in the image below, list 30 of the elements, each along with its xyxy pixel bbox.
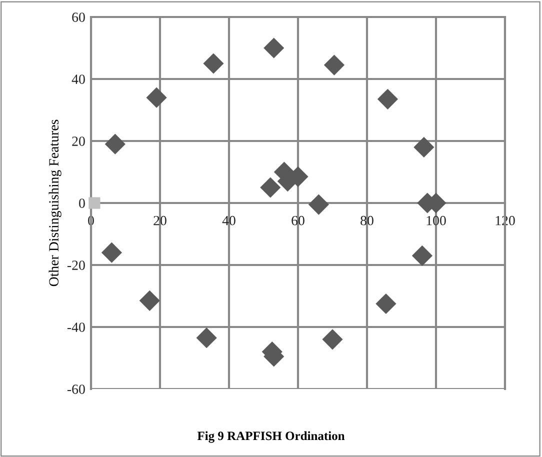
y-tick-label: 60	[72, 12, 85, 22]
y-tick-label: -40	[67, 322, 85, 332]
point	[322, 329, 343, 350]
point	[104, 134, 126, 154]
y-tick-label: -20	[67, 260, 85, 270]
y-tick-label: -60	[67, 384, 85, 394]
point	[324, 54, 345, 76]
y-tick-label: 20	[72, 136, 85, 146]
point	[146, 87, 167, 108]
x-tick-label: 20	[154, 216, 166, 226]
point	[414, 136, 434, 158]
point	[88, 197, 100, 209]
text: Fig 9 RAPFISH Ordination	[197, 431, 345, 443]
y-axis-title: Other Distinguishing Features	[48, 120, 62, 286]
point	[101, 242, 122, 263]
point	[196, 328, 217, 348]
point	[264, 38, 284, 58]
point	[308, 194, 329, 215]
point	[377, 88, 398, 110]
point	[139, 290, 160, 311]
x-tick-label: 80	[360, 216, 374, 226]
y-tick-label: 40	[72, 74, 85, 84]
point	[260, 177, 281, 198]
x-tick-label: 40	[222, 216, 236, 226]
point	[412, 245, 432, 266]
point	[376, 293, 396, 314]
y-tick-label: 0	[79, 198, 85, 208]
x-tick-label: 100	[426, 216, 446, 226]
x-tick-label: 60	[292, 216, 304, 226]
point	[203, 53, 224, 74]
